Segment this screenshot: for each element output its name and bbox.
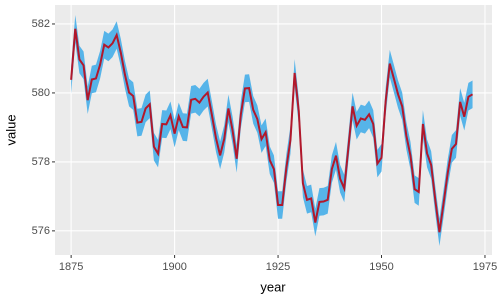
x-axis-label: year (260, 279, 286, 294)
y-tick-label: 580 (32, 87, 50, 99)
y-tick-label: 582 (32, 18, 50, 30)
x-tick-label: 1900 (162, 261, 186, 273)
y-tick-label: 576 (32, 225, 50, 237)
x-tick-label: 1925 (266, 261, 290, 273)
x-tick-label: 1975 (473, 261, 497, 273)
plot-panel (55, 5, 492, 255)
y-axis-label: value (3, 114, 18, 145)
x-tick-label: 1950 (369, 261, 393, 273)
y-tick-label: 578 (32, 156, 50, 168)
line (70, 28, 474, 233)
x-tick-label: 1875 (59, 261, 83, 273)
